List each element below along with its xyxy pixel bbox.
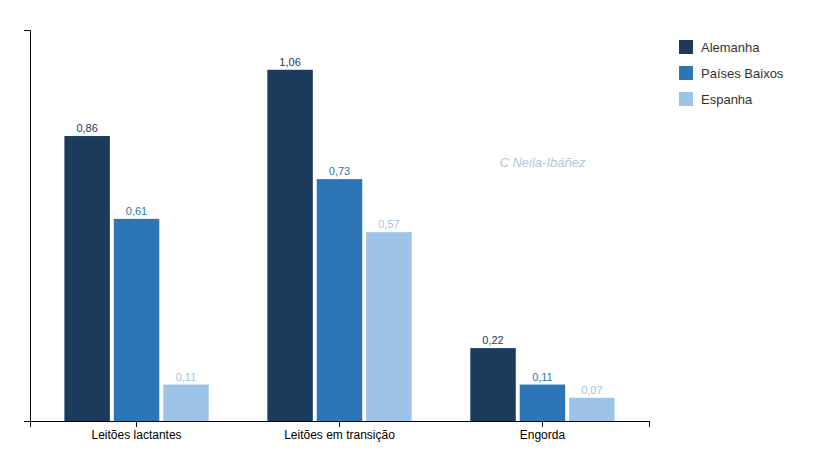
x-tick-label: Leitões lactantes (92, 428, 182, 442)
bar (470, 348, 515, 421)
bar (520, 385, 565, 421)
legend-label: Alemanha (701, 40, 760, 55)
x-tick-mark (542, 421, 543, 427)
data-label: 0,07 (581, 384, 602, 396)
x-tick: Leitões lactantes (92, 421, 182, 442)
data-label: 0,61 (126, 205, 147, 217)
y-axis (24, 31, 31, 422)
legend: Alemanha Países Baixos Espanha (679, 40, 784, 107)
x-tick-label: Leitões em transição (284, 428, 395, 442)
y-axis-line (24, 31, 31, 422)
plot: 0,86 1,06 0,22 0,61 0,73 0,11 0,11 0,57 0,07 Leit… (24, 31, 650, 442)
bar-series (64, 70, 515, 421)
x-tick: Leitões em transição (284, 421, 395, 442)
legend-item: Espanha (679, 92, 753, 107)
bar-series (114, 179, 565, 421)
bars (64, 70, 614, 421)
legend-item: Países Baixos (679, 66, 784, 81)
data-label: 0,86 (76, 122, 97, 134)
bar (163, 385, 208, 421)
bar (267, 70, 312, 421)
legend-swatch (679, 66, 693, 80)
bar (366, 232, 411, 421)
bar (64, 136, 109, 421)
data-label: 0,22 (482, 334, 503, 346)
annotation: C Neila-Ibáñez (499, 155, 585, 170)
data-label: 0,11 (532, 371, 553, 383)
data-label: 0,57 (378, 218, 399, 230)
legend-swatch (679, 40, 693, 54)
legend-label: Espanha (701, 92, 753, 107)
x-tick-mark (339, 421, 340, 427)
legend-item: Alemanha (679, 40, 760, 55)
chart: 0,86 1,06 0,22 0,61 0,73 0,11 0,11 0,57 0,07 Leit… (0, 0, 819, 461)
data-label: 0,73 (329, 165, 350, 177)
x-tick-label: Engorda (520, 428, 566, 442)
legend-swatch (679, 92, 693, 106)
bar-series (163, 232, 614, 421)
bar (317, 179, 362, 421)
data-labels: 0,86 1,06 0,22 0,61 0,73 0,11 0,11 0,57 0,07 (76, 56, 602, 396)
data-label: 0,11 (176, 371, 197, 383)
bar (114, 219, 159, 421)
x-tick: Engorda (520, 421, 566, 442)
data-label: 1,06 (279, 56, 300, 68)
legend-label: Países Baixos (701, 66, 784, 81)
bar (569, 398, 614, 421)
x-axis: Leitões lactantes Leitões em transição Eng… (31, 421, 650, 442)
x-tick-mark (136, 421, 137, 427)
x-axis-line (31, 422, 650, 428)
